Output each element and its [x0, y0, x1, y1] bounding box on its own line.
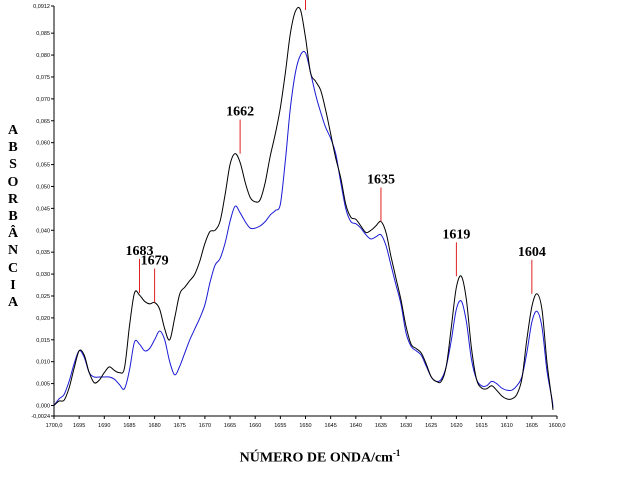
x-tick-label: 1600,0	[549, 423, 566, 429]
y-tick-label: -0,0024	[31, 414, 50, 420]
x-tick-label: 1645	[325, 423, 337, 429]
x-tick-label: 1640	[350, 423, 362, 429]
x-axis-title: NÚMERO DE ONDA/cm-1	[0, 448, 640, 467]
y-tick-label: 0,000	[36, 403, 50, 409]
series-lines	[53, 6, 554, 410]
x-tick-label: 1660	[249, 423, 261, 429]
y-tick-label: 0,035	[36, 250, 50, 256]
y-tick-labels: -0,0024 0,000 0,005 0,010 0,015 0,020 0,025 0,0…	[31, 4, 54, 420]
y-tick-label: 0,075	[36, 75, 50, 81]
x-tick-label: 1635	[375, 423, 387, 429]
x-tick-label: 1690	[98, 423, 110, 429]
x-tick-label: 1615	[475, 423, 487, 429]
y-tick-label: 0,080	[36, 53, 50, 59]
peak-label: 1619	[442, 227, 470, 242]
x-tick-label: 1625	[425, 423, 437, 429]
y-axis-title-letter: Â	[7, 226, 19, 242]
y-tick-label: 0,005	[36, 382, 50, 388]
peak-label: 1683	[126, 244, 154, 259]
y-axis-title-letter: O	[7, 174, 19, 190]
y-tick-label: 0,010	[36, 360, 50, 366]
peak-label: 1604	[518, 245, 546, 260]
y-axis-title-letter: I	[10, 277, 16, 293]
x-tick-label: 1700,0	[46, 423, 63, 429]
y-axis-title-letter: R	[7, 191, 19, 207]
y-axis-title-letter: A	[7, 123, 19, 138]
x-tick-label: 1670	[199, 423, 211, 429]
y-axis-title-letter: A	[7, 295, 19, 311]
series-line-blue	[53, 50, 554, 408]
y-tick-label: 0,065	[36, 119, 50, 125]
y-tick-label: 0,020	[36, 316, 50, 322]
axes	[53, 6, 557, 417]
x-tick-labels: 1700,0 1695 1690 1685 1680 1675 1670 1665 1660 16…	[46, 416, 566, 429]
x-tick-label: 1610	[501, 423, 513, 429]
peak-label: 1679	[141, 254, 169, 269]
y-tick-label: 0,040	[36, 228, 50, 234]
y-axis-title-letter: S	[9, 157, 17, 173]
y-axis-title-letter: N	[7, 243, 19, 259]
x-tick-label: 1650	[299, 423, 311, 429]
peak-annotations: 1683167916621651163516191604	[126, 0, 546, 303]
x-tick-label: 1675	[174, 423, 186, 429]
y-tick-label: 0,070	[36, 97, 50, 103]
y-tick-label: 0,055	[36, 163, 50, 169]
x-tick-label: 1630	[400, 423, 412, 429]
y-axis-title-letter: B	[8, 209, 18, 225]
y-tick-label: 0,060	[36, 141, 50, 147]
x-tick-label: 1695	[73, 423, 85, 429]
y-tick-label: 0,0912	[33, 4, 50, 10]
x-tick-label: 1620	[450, 423, 462, 429]
y-tick-label: 0,050	[36, 184, 50, 190]
peak-label: 1635	[367, 173, 395, 188]
y-tick-label: 0,030	[36, 272, 50, 278]
x-axis-title-text: NÚMERO DE ONDA/cm	[239, 450, 393, 466]
x-tick-label: 1605	[526, 423, 538, 429]
x-tick-label: 1665	[224, 423, 236, 429]
y-axis-title-letter: B	[8, 140, 18, 156]
x-tick-label: 1685	[123, 423, 135, 429]
y-axis-title-letter: C	[7, 260, 19, 276]
x-tick-label: 1655	[274, 423, 286, 429]
series-line-black	[53, 6, 554, 410]
y-tick-label: 0,015	[36, 338, 50, 344]
y-tick-label: 0,045	[36, 206, 50, 212]
peak-label: 1662	[226, 105, 254, 120]
y-tick-label: 0,025	[36, 294, 50, 300]
x-tick-label: 1680	[148, 423, 160, 429]
y-tick-label: 0,085	[36, 31, 50, 37]
x-axis-title-exponent: -1	[392, 448, 401, 458]
